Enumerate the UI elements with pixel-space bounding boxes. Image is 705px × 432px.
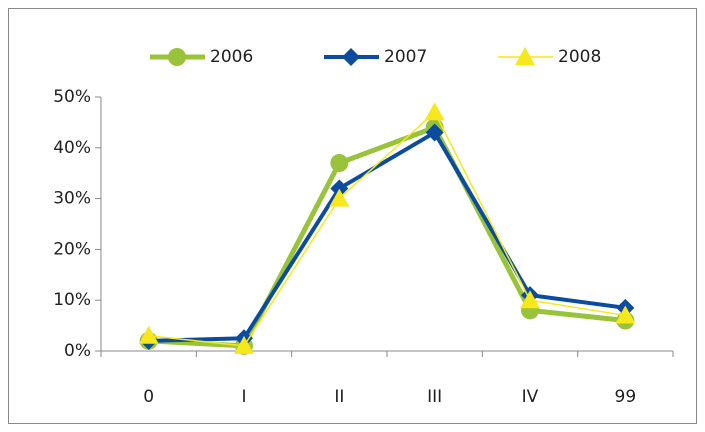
x-tick-label: 0 bbox=[143, 387, 154, 407]
legend-marker bbox=[342, 48, 360, 66]
data-point bbox=[329, 188, 350, 207]
data-point bbox=[424, 102, 445, 121]
y-tick-label: 50% bbox=[53, 87, 91, 107]
legend-marker bbox=[168, 48, 186, 66]
data-point bbox=[138, 325, 159, 344]
data-point bbox=[425, 123, 444, 142]
legend-marker bbox=[515, 47, 535, 65]
series-line bbox=[148, 111, 626, 347]
data-point bbox=[234, 335, 254, 354]
x-tick-label: 99 bbox=[615, 387, 637, 407]
y-tick-label: 20% bbox=[53, 239, 91, 259]
data-point bbox=[330, 154, 349, 173]
x-tick-label: III bbox=[427, 387, 442, 407]
series-line bbox=[148, 124, 626, 349]
x-tick-label: I bbox=[241, 387, 246, 407]
y-tick-label: 0% bbox=[64, 341, 91, 361]
data-point bbox=[520, 290, 540, 309]
chart-frame bbox=[8, 8, 697, 424]
legend-label: 2007 bbox=[384, 47, 427, 67]
y-tick-label: 30% bbox=[53, 189, 91, 209]
x-tick-label: II bbox=[334, 387, 344, 407]
legend-label: 2008 bbox=[558, 47, 601, 67]
x-tick-label: IV bbox=[522, 387, 539, 407]
data-point bbox=[615, 305, 636, 324]
legend-label: 2006 bbox=[210, 47, 253, 67]
series-line bbox=[148, 130, 626, 343]
data-point bbox=[330, 179, 349, 198]
y-tick-label: 10% bbox=[53, 290, 91, 310]
y-tick-label: 40% bbox=[53, 138, 91, 158]
